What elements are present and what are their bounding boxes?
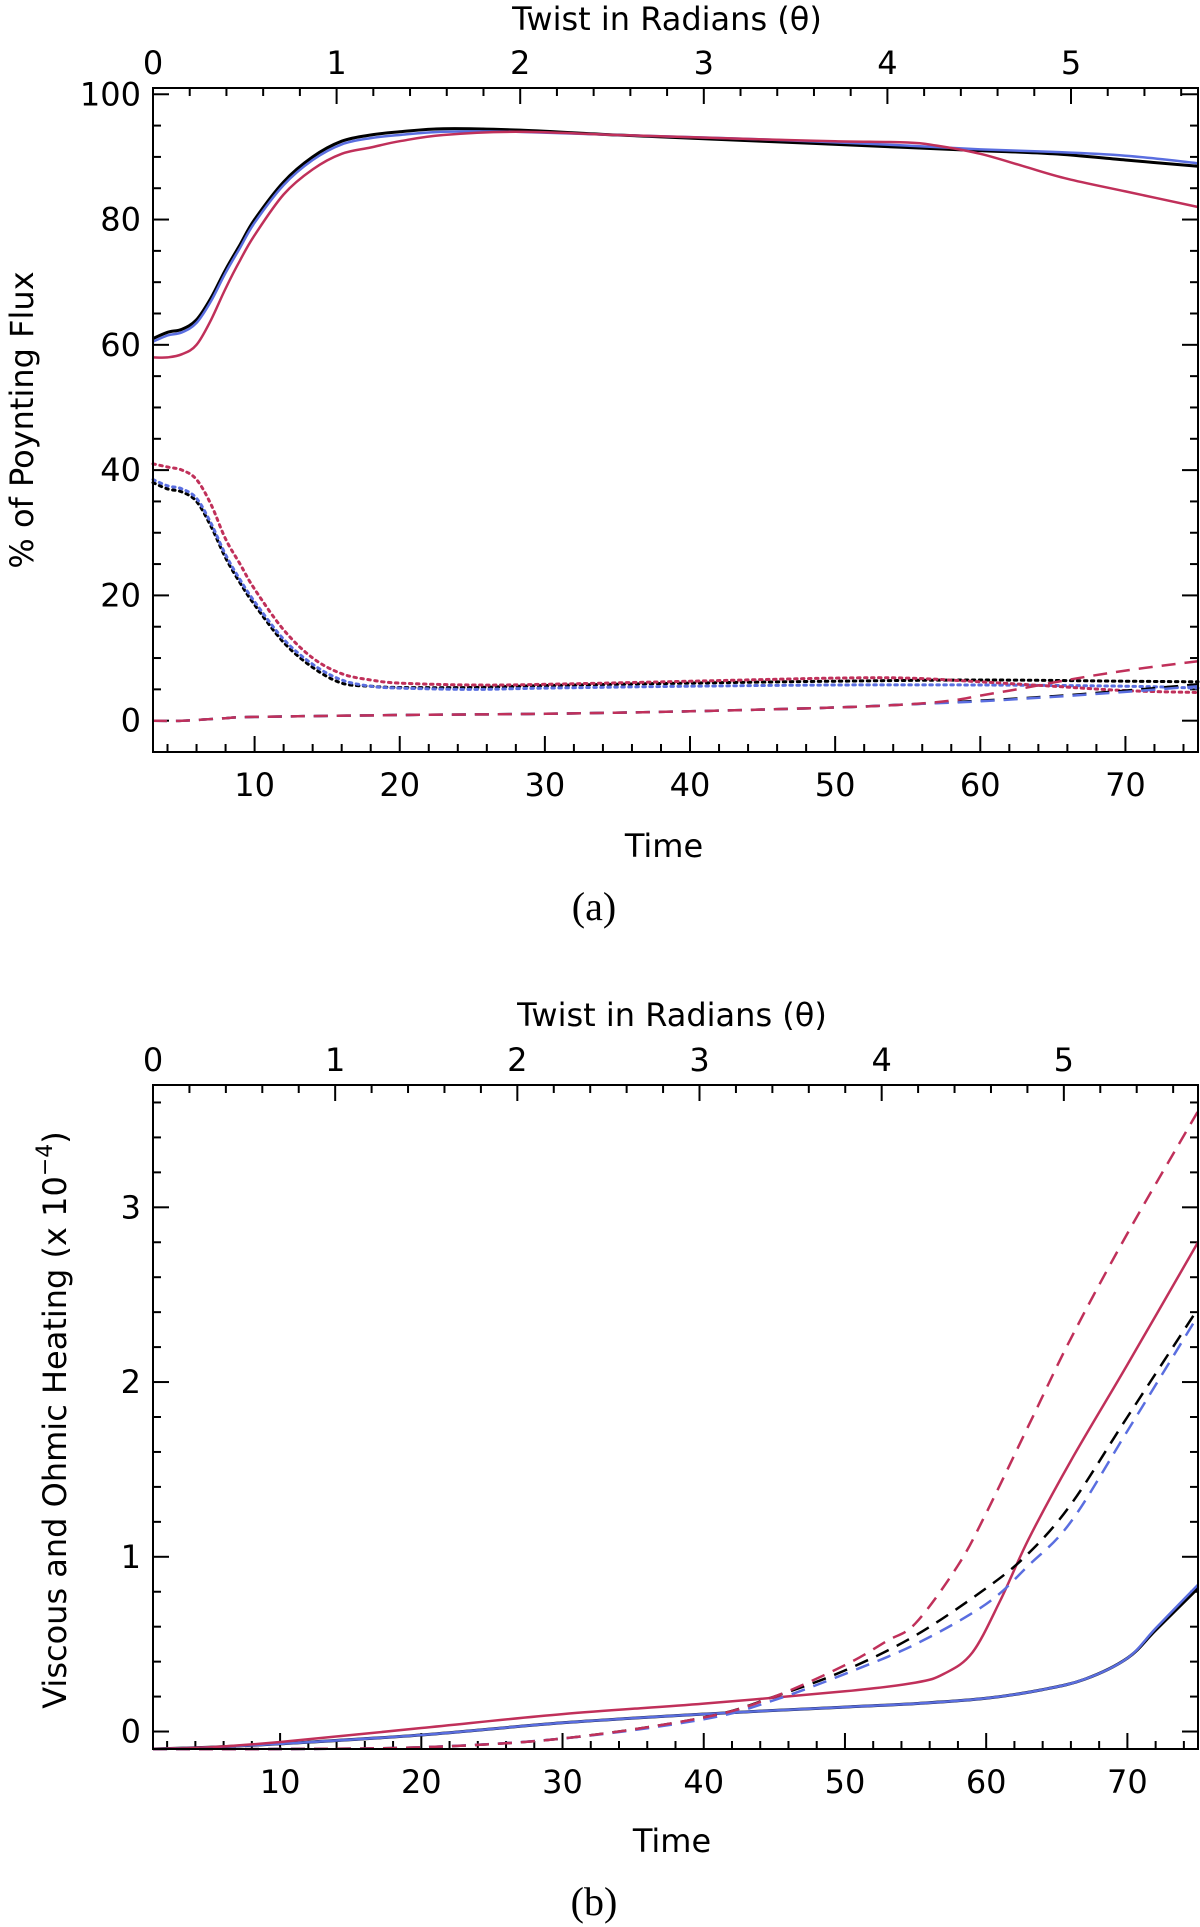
panel-b-top-tick-label: 1 (325, 1041, 345, 1079)
panel-a-series-red-solid (152, 130, 1199, 359)
panel-b-series-black-dashed (152, 1308, 1200, 1751)
panel-a-frame (152, 87, 1199, 753)
panel-b-x-axis-title: Time (632, 1822, 711, 1860)
panel-b-x-tick-label: 60 (966, 1763, 1007, 1801)
panel-b-top-tick-label: 2 (507, 1041, 527, 1079)
panel-a-y-tick-label: 100 (80, 75, 141, 113)
panel-a-series-blue-dashed (152, 684, 1199, 723)
panel-b-y-tick-label: 2 (121, 1363, 141, 1401)
panel-b-top-tick-label: 4 (871, 1041, 891, 1079)
panel-a-caption: (a) (572, 884, 616, 929)
panel-b-y-tick-label: 0 (121, 1713, 141, 1751)
panel-a-top-tick-label: 4 (877, 44, 897, 82)
panel-b-x-tick-label: 50 (825, 1763, 866, 1801)
panel-b-series-blue-dashed (152, 1315, 1200, 1751)
panel-b-frame (152, 1084, 1199, 1750)
panel-b-top-tick-label: 5 (1054, 1041, 1074, 1079)
panel-a-series-red-dotted (151, 462, 1200, 694)
panel-a-y-axis-title: % of Poynting Flux (3, 271, 41, 568)
panel-a-top-axis-title: Twist in Radians (θ) (511, 0, 822, 38)
panel-a-top-tick-label: 0 (143, 44, 163, 82)
panel-a-series-black-solid (152, 127, 1199, 340)
panel-a: Twist in Radians (θ) % of Poynting Flux … (3, 0, 1200, 929)
panel-b-y-axis-title: Viscous and Ohmic Heating (x 10−4) (33, 1131, 74, 1709)
panel-a-y-tick-label: 40 (100, 451, 141, 489)
panel-b-y-axis-title-main: Viscous and Ohmic Heating (x 10 (36, 1176, 74, 1709)
panel-a-y-tick-label: 0 (121, 702, 141, 740)
panel-b-caption: (b) (571, 1879, 618, 1924)
panel-b-x-tick-label: 40 (683, 1763, 724, 1801)
panel-a-top-tick-label: 3 (694, 44, 714, 82)
panel-a-x-tick-label: 30 (525, 766, 566, 804)
panel-a-x-tick-label: 50 (815, 766, 856, 804)
panel-a-top-tick-label: 5 (1061, 44, 1081, 82)
panel-a-x-axis-title: Time (624, 827, 703, 865)
panel-b-series (152, 1110, 1200, 1751)
panel-b: Twist in Radians (θ) Viscous and Ohmic H… (33, 996, 1200, 1924)
panel-b-top-tick-label: 3 (689, 1041, 709, 1079)
panel-a-y-tick-label: 60 (100, 326, 141, 364)
panel-a-x-tick-label: 60 (960, 766, 1001, 804)
panel-b-y-tick-label: 3 (121, 1188, 141, 1226)
panel-a-series (151, 127, 1200, 723)
panel-b-x-tick-label: 10 (260, 1763, 301, 1801)
panel-b-top-tick-label: 0 (143, 1041, 163, 1079)
panel-b-y-axis-title-exponent: −4 (33, 1144, 58, 1176)
panel-b-y-tick-label: 1 (121, 1538, 141, 1576)
panel-b-x-tick-label: 30 (542, 1763, 583, 1801)
panel-b-series-black-solid (152, 1587, 1200, 1751)
panel-b-series-red-solid (152, 1241, 1200, 1751)
panel-a-x-tick-label: 40 (670, 766, 711, 804)
panel-b-series-red-dashed (152, 1110, 1200, 1751)
panel-b-x-tick-label: 20 (401, 1763, 442, 1801)
panel-a-top-tick-label: 1 (326, 44, 346, 82)
panel-b-y-axis-title-close: ) (36, 1131, 74, 1143)
panel-b-series-blue-solid (152, 1583, 1199, 1751)
panel-a-x-tick-label: 10 (234, 766, 275, 804)
panel-a-series-black-dashed (152, 683, 1199, 723)
panel-a-series-red-dashed (152, 659, 1199, 723)
panel-a-series-blue-dotted (151, 478, 1200, 691)
panel-a-y-tick-label: 20 (100, 576, 141, 614)
panel-a-series-black-dotted (151, 481, 1200, 690)
panel-a-top-tick-label: 2 (510, 44, 530, 82)
panel-a-x-tick-label: 70 (1105, 766, 1146, 804)
panel-a-x-tick-label: 20 (379, 766, 420, 804)
panel-b-top-axis-title: Twist in Radians (θ) (516, 996, 827, 1034)
panel-a-series-blue-solid (152, 130, 1199, 343)
panel-a-y-tick-label: 80 (100, 201, 141, 239)
panel-b-x-tick-label: 70 (1107, 1763, 1148, 1801)
